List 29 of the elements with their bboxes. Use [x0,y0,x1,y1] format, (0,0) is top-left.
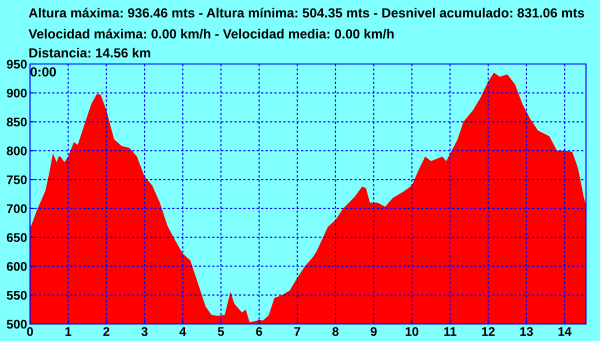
text: Velocidad máxima: 0.00 km/h - Velocidad media: 0.00 km/h [28,28,394,39]
x-tick-label: 9 [370,327,377,336]
x-tick-label: 2 [103,327,110,336]
annotation: 0:00 [30,67,56,77]
x-tick-label: 5 [218,327,224,336]
x-tick-label: 8 [332,327,339,336]
x-tick-label: 13 [520,327,533,336]
x-tick-label: 14 [558,327,572,336]
x-tick-label: 1 [66,327,72,336]
y-tick-label: 850 [6,118,27,126]
x-tick-label: 10 [406,327,418,336]
y-tick-label: 500 [6,320,27,329]
y-tick-label: 950 [6,60,27,69]
x-tick-label: 6 [256,327,262,336]
x-tick-label: 0 [27,327,33,336]
y-tick-label: 900 [6,88,27,98]
y-tick-label: 800 [6,146,27,156]
x-tick-label: 12 [482,327,495,336]
x-tick-label: 11 [444,327,456,336]
x-tick-label: 7 [294,327,300,336]
x-tick-label: 3 [141,327,148,336]
y-tick-label: 550 [6,290,27,300]
chart-title: Altura máxima: 936.46 mts - Altura mínima: 504.35 mts - Desnivel acumulado: 831.06 mts [28,8,584,18]
y-tick-label: 650 [6,233,27,242]
y-tick-label: 600 [6,262,27,271]
x-tick-label: 4 [179,327,186,336]
text: Distancia: 14.56 km [29,48,150,58]
y-tick-label: 700 [6,204,27,214]
y-tick-label: 750 [6,175,27,184]
